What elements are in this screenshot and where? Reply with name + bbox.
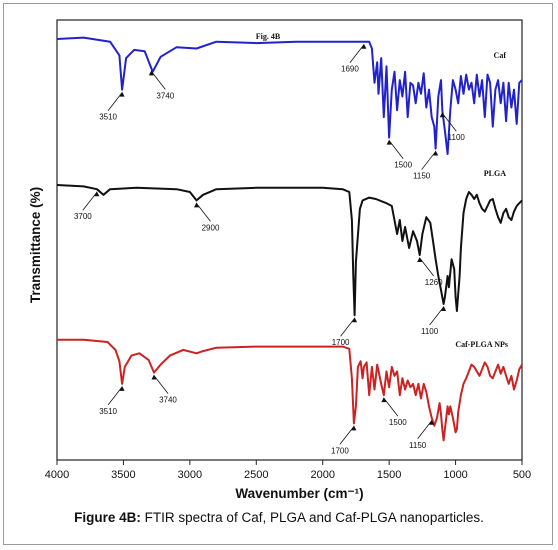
x-tick-label: 2000 — [310, 469, 334, 481]
peak-arrowhead — [381, 397, 387, 403]
peak-arrow — [82, 191, 98, 211]
peak-label: 1700 — [331, 446, 349, 455]
peak-arrowhead — [94, 191, 100, 197]
peak-label: 3740 — [159, 396, 177, 405]
x-tick-label: 4000 — [45, 469, 69, 481]
x-tick-label: 3000 — [178, 469, 202, 481]
series-line-caf-plga-nps — [57, 338, 523, 442]
peak-arrowhead — [119, 91, 125, 97]
peak-arrow — [151, 71, 166, 90]
peak-label: 1700 — [332, 338, 350, 347]
peak-arrowhead — [386, 139, 392, 145]
caption-text: FTIR spectra of Caf, PLGA and Caf-PLGA n… — [140, 510, 484, 525]
peak-arrow — [388, 140, 404, 159]
peak-arrow — [441, 112, 457, 132]
x-tick-label: 500 — [513, 469, 531, 481]
series-line-caf — [56, 36, 523, 155]
y-axis-label: Transmittance (%) — [28, 187, 43, 303]
chart-title: Fig. 4B — [256, 32, 281, 41]
peak-label: 2900 — [202, 223, 220, 232]
x-tick-label: 2500 — [244, 469, 268, 481]
peak-label: 1150 — [409, 441, 427, 450]
peak-label: 1500 — [394, 161, 412, 170]
peak-arrow — [419, 257, 435, 277]
peak-arrow — [349, 44, 365, 63]
series-line-plga — [56, 184, 523, 317]
series-name-label: PLGA — [484, 169, 506, 178]
series-name-label: Caf — [494, 51, 507, 60]
peak-label: 3700 — [74, 212, 92, 221]
peak-label: 1260 — [425, 278, 443, 287]
peak-arrow — [417, 420, 432, 439]
plot-area — [56, 19, 523, 461]
peak-arrow — [196, 203, 211, 222]
caption-label: Figure 4B: — [74, 510, 141, 525]
peak-arrowhead — [417, 257, 423, 262]
peak-arrow — [153, 375, 169, 394]
x-tick-label: 1000 — [443, 469, 467, 481]
ftir-chart: 4000 3500 3000 2500 2000 1500 1000 500 Wavenumbe… — [28, 19, 531, 501]
peak-arrow — [421, 151, 436, 170]
peak-label: 1100 — [421, 327, 439, 336]
peak-arrowhead — [441, 306, 447, 311]
peak-arrowhead — [352, 317, 358, 323]
figure-caption: Figure 4B: FTIR spectra of Caf, PLGA and… — [0, 510, 558, 525]
peak-arrow — [429, 306, 444, 326]
peak-arrow — [340, 317, 355, 337]
figure-frame — [3, 3, 553, 545]
series-name-label: Caf-PLGA NPs — [455, 340, 508, 349]
peak-arrowhead — [119, 385, 125, 391]
peak-arrowhead — [439, 112, 445, 118]
peak-arrowhead — [351, 425, 357, 431]
x-tick-label: 3500 — [111, 469, 135, 481]
peak-arrowhead — [194, 202, 199, 208]
peak-arrow — [339, 426, 355, 445]
peak-arrowhead — [361, 43, 367, 49]
peak-label: 1150 — [413, 172, 431, 181]
peak-arrowhead — [151, 374, 157, 380]
peak-label: 3510 — [99, 407, 117, 416]
peak-arrow — [107, 386, 123, 406]
peak-arrowhead — [429, 419, 435, 425]
x-tick-label: 1500 — [377, 469, 401, 481]
peak-label: 1690 — [341, 65, 359, 74]
peak-arrowhead — [148, 70, 154, 76]
peak-label: 3740 — [156, 91, 174, 100]
peak-arrow — [107, 92, 123, 111]
peak-label: 1100 — [448, 133, 466, 142]
x-axis-label: Wavenumber (cm⁻¹) — [235, 486, 363, 501]
peak-arrowhead — [433, 150, 439, 156]
peak-label: 1500 — [389, 418, 407, 427]
peak-arrow — [383, 397, 399, 417]
peak-label: 3510 — [99, 113, 117, 122]
